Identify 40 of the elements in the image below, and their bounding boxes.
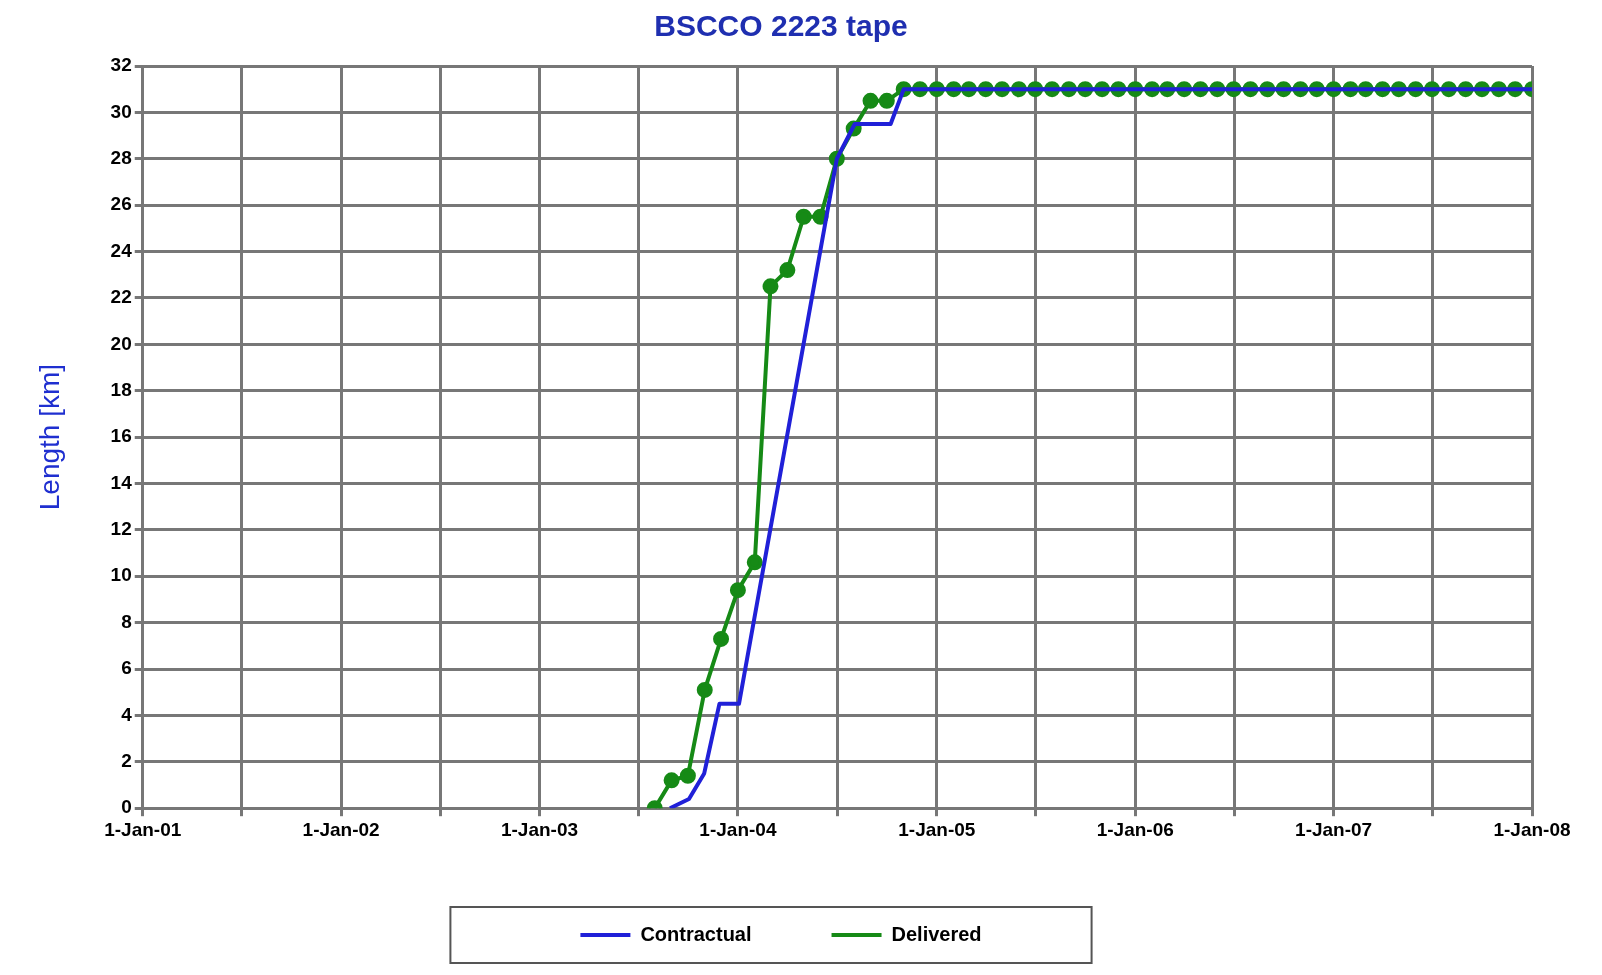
point	[713, 630, 730, 647]
x-tick-label: 1-Jan-06	[1096, 818, 1174, 840]
point	[746, 554, 763, 571]
point	[862, 92, 879, 109]
y-tick-label: 14	[110, 471, 133, 493]
y-tick-label: 8	[121, 610, 132, 632]
point	[729, 582, 746, 599]
y-tick-label: 26	[110, 193, 132, 215]
y-tick-label: 4	[121, 703, 133, 725]
point	[679, 767, 696, 784]
y-tick-label: 32	[110, 54, 132, 76]
x-tick-label: 1-Jan-03	[500, 818, 579, 840]
point	[663, 772, 680, 789]
legend-label: Delivered	[891, 922, 982, 945]
y-axis-title: Length [km]	[33, 363, 65, 511]
point	[795, 208, 812, 225]
chart-title: BSCCO 2223 tape	[654, 9, 908, 43]
point	[696, 681, 713, 698]
point	[779, 262, 796, 279]
x-tick-label: 1-Jan-08	[1493, 818, 1571, 840]
x-tick-label: 1-Jan-07	[1295, 818, 1373, 840]
y-tick-label: 24	[110, 239, 133, 261]
y-tick-label: 20	[110, 332, 132, 354]
x-tick-label: 1-Jan-02	[302, 818, 380, 840]
y-tick-label: 0	[121, 796, 132, 818]
y-tick-label: 18	[110, 378, 132, 400]
y-tick-label: 10	[110, 564, 132, 586]
point	[762, 278, 779, 295]
y-tick-label: 2	[121, 750, 132, 772]
y-tick-label: 16	[110, 425, 132, 447]
point	[878, 92, 895, 109]
x-tick-label: 1-Jan-04	[699, 818, 777, 840]
y-tick-label: 22	[110, 286, 132, 308]
x-tick-label: 1-Jan-01	[104, 818, 182, 840]
y-tick-label: 6	[121, 657, 132, 679]
x-tick-label: 1-Jan-05	[898, 818, 976, 840]
legend-label: Contractual	[640, 922, 752, 945]
y-tick-label: 28	[110, 147, 132, 169]
y-tick-label: 30	[110, 100, 132, 122]
y-tick-label: 12	[110, 518, 132, 540]
